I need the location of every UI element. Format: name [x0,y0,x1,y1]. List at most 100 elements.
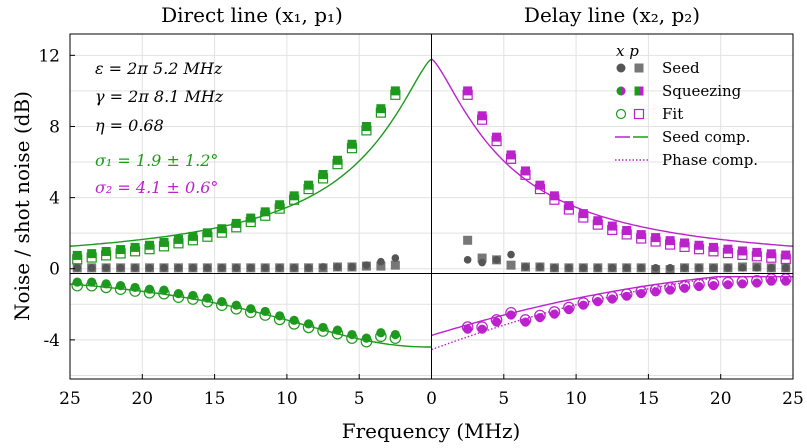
legend: x p Seed Squeezing Fit Seed comp. Phase … [615,42,758,169]
squeezing-p-point-delay [737,246,747,256]
seed-p-point-delay [477,253,487,263]
squeezing-p-point-direct [318,169,328,179]
seed-x-point-direct [333,263,342,271]
squeezing-x-point-direct [260,306,270,317]
squeezing-p-point-delay [723,244,733,254]
x-tick-label: 15 [638,389,660,409]
seed-x-point-direct [87,264,96,272]
squeezing-x-point-direct [116,281,126,291]
seed-x-point-direct [290,264,298,272]
seed-p-point-delay [506,260,516,270]
squeezing-x-point-delay [463,324,473,334]
seed-p-point-delay [463,235,473,245]
squeezing-x-point-delay [752,278,762,288]
seed-x-point-delay [637,264,645,272]
squeezing-p-point-direct [202,228,212,238]
squeezing-p-point-delay [694,240,704,250]
squeezing-x-point-delay [520,317,531,327]
seed-x-point-delay [781,264,790,272]
squeezing-x-point-direct [130,282,140,293]
squeezing-p-point-direct [116,245,126,255]
legend-fit-x-marker [615,108,627,120]
squeezing-x-point-delay [665,285,675,295]
y-tick-label: 4 [49,189,60,209]
seed-x-point-direct [160,264,168,272]
squeezing-x-point-direct [390,329,400,340]
seed-x-point-direct [319,263,327,271]
squeezing-p-point-delay [752,247,762,257]
squeezing-x-point-delay [564,305,574,315]
squeezing-p-point-delay [622,226,632,236]
squeezing-p-point-delay [766,249,776,259]
legend-squeezing-p-marker [634,86,639,96]
squeezing-p-point-direct [130,242,140,252]
squeezing-x-point-delay [737,279,747,289]
x-tick-labels: 25 20 15 10 5 0 5 10 15 20 25 [59,374,804,409]
squeezing-x-point-delay [549,309,560,319]
squeezing-p-point-direct [260,207,270,217]
legend-fit: Fit [662,105,683,123]
seed-x-point-direct [131,264,139,272]
x-tick-label: 10 [565,389,587,409]
squeezing-x-point-direct [275,311,285,321]
squeezing-x-point-delay [766,276,776,286]
param-epsilon: ε = 2π 5.2 MHz [95,59,223,78]
squeezing-p-point-delay [680,238,690,248]
squeezing-x-point-direct [173,289,184,299]
y-tick-label: 0 [49,260,60,280]
seed-x-point-direct [261,264,270,272]
squeezing-x-point-direct [347,329,357,340]
squeezing-p-point-direct [173,234,183,244]
seed-x-point-direct [218,264,226,272]
squeezing-p-point-direct [289,191,299,201]
squeezing-p-point-delay [520,166,530,176]
seed-x-point-direct [189,264,197,272]
squeezing-x-point-direct [361,333,372,343]
squeezing-x-point-direct [318,322,328,333]
seed-x-point-delay [767,264,776,272]
squeezing-x-point-direct [101,279,111,289]
seed-x-point-delay [622,264,631,272]
seed-x-point-direct [391,254,400,262]
squeezing-x-point-delay [491,317,502,327]
data-points [71,86,792,348]
squeezing-p-point-direct [159,237,169,247]
fit-curve-delay-p [431,58,794,247]
squeezing-p-point-delay [549,191,559,201]
seed-x-point-direct [362,261,371,269]
seed-x-point-direct [174,264,183,272]
x-tick-label: 25 [782,389,804,409]
x-tick-label: 20 [131,389,153,409]
y-tick-label: 12 [38,46,60,66]
seed-x-point-direct [275,264,284,272]
squeezing-p-point-delay [636,230,646,240]
legend-seed-x-marker [616,63,626,73]
param-gamma: γ = 2π 8.1 MHz [95,87,224,106]
squeezing-p-point-delay [477,111,487,121]
squeezing-p-point-direct [231,218,241,228]
squeezing-p-point-direct [361,121,371,131]
param-eta: η = 0.68 [95,116,164,135]
squeezing-p-point-direct [72,250,82,260]
squeezing-x-point-delay [593,297,603,307]
squeezing-x-point-direct [376,328,386,338]
seed-x-point-delay [478,258,486,267]
x-tick-label: 20 [710,389,732,409]
seed-x-point-delay [536,263,544,271]
squeezing-x-point-delay [708,281,719,291]
seed-x-point-direct [246,264,255,272]
squeezing-p-point-delay [607,221,617,231]
squeezing-p-point-delay [463,86,473,96]
squeezing-x-point-delay [694,281,704,292]
seed-x-point-delay [709,264,718,272]
legend-header: x p [616,42,639,60]
squeezing-x-point-direct [144,284,155,294]
seed-x-point-delay [608,264,617,272]
legend-seed-comp: Seed comp. [662,128,750,146]
seed-x-point-delay [651,264,660,272]
squeezing-p-point-delay [708,242,718,252]
squeezing-x-point-delay [622,291,632,301]
squeezing-x-point-direct [202,293,212,303]
seed-x-point-delay [507,250,515,259]
